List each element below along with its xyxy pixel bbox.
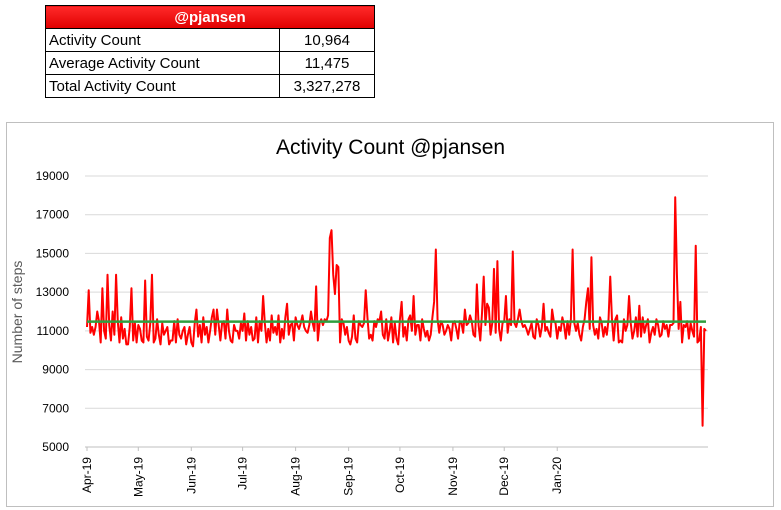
summary-table: @pjansen Activity Count 10,964 Average A…	[45, 5, 375, 98]
series-line-activity	[86, 196, 707, 427]
series	[86, 196, 707, 427]
x-tick-label: Apr-19	[80, 457, 94, 493]
x-tick-label: Jan-20	[550, 457, 564, 494]
x-tick-label: Jun-19	[184, 457, 198, 494]
y-tick-label: 17000	[36, 208, 70, 222]
y-tick-label: 7000	[42, 401, 69, 415]
x-tick-label: Jul-19	[236, 457, 250, 490]
x-tick-label: May-19	[131, 457, 145, 497]
summary-row: Total Activity Count 3,327,278	[45, 74, 375, 98]
chart-title: Activity Count @pjansen	[275, 136, 506, 159]
y-tick-label: 11000	[37, 324, 70, 338]
axes: 5000 7000 9000 11000 13000 15000 17000 19000 Apr…	[36, 169, 708, 497]
y-tick-label: 9000	[42, 363, 69, 377]
summary-header: @pjansen	[45, 5, 375, 29]
x-tick-label: Dec-19	[497, 457, 511, 496]
summary-row: Average Activity Count 11,475	[45, 51, 375, 75]
gridlines	[85, 175, 708, 448]
x-tick-label: Oct-19	[393, 457, 407, 493]
summary-value: 10,964	[279, 28, 375, 52]
chart-area	[6, 122, 774, 507]
y-tick-label: 19000	[36, 169, 70, 183]
x-tick-label: Aug-19	[289, 457, 303, 496]
y-tick-label: 13000	[36, 285, 70, 299]
summary-label: Total Activity Count	[45, 74, 280, 98]
summary-row: Activity Count 10,964	[45, 28, 375, 52]
y-tick-label: 5000	[42, 440, 69, 454]
x-tick-label: Nov-19	[446, 457, 460, 496]
x-tick-label: Sep-19	[342, 457, 356, 496]
summary-label: Average Activity Count	[45, 51, 280, 75]
y-tick-label: 15000	[36, 246, 70, 260]
summary-value: 3,327,278	[279, 74, 375, 98]
y-axis-label: Number of steps	[9, 261, 25, 364]
